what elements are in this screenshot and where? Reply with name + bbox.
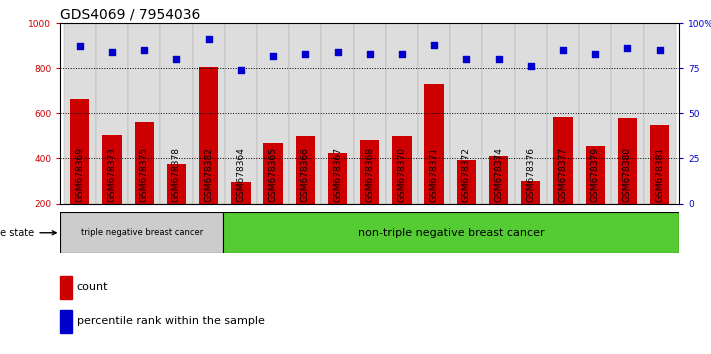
Point bbox=[299, 51, 311, 57]
Point bbox=[332, 49, 343, 55]
Bar bbox=[193, 23, 225, 204]
Point bbox=[525, 63, 537, 69]
Bar bbox=[199, 67, 218, 204]
Point bbox=[171, 56, 182, 62]
Text: GDS4069 / 7954036: GDS4069 / 7954036 bbox=[60, 8, 201, 22]
Bar bbox=[225, 23, 257, 204]
Bar bbox=[231, 182, 250, 204]
Text: GSM678370: GSM678370 bbox=[397, 147, 407, 202]
Text: disease state: disease state bbox=[0, 228, 56, 238]
Bar bbox=[167, 164, 186, 204]
Text: non-triple negative breast cancer: non-triple negative breast cancer bbox=[358, 228, 545, 238]
Text: GSM678366: GSM678366 bbox=[301, 147, 310, 202]
Bar bbox=[418, 23, 450, 204]
Bar bbox=[483, 23, 515, 204]
Bar bbox=[223, 212, 679, 253]
Bar bbox=[515, 23, 547, 204]
Text: GSM678369: GSM678369 bbox=[75, 147, 85, 202]
Point bbox=[139, 47, 150, 53]
Text: GSM678379: GSM678379 bbox=[591, 147, 600, 202]
Bar bbox=[96, 23, 128, 204]
Bar bbox=[521, 181, 540, 204]
Text: GSM678365: GSM678365 bbox=[269, 147, 277, 202]
Point bbox=[493, 56, 504, 62]
Bar bbox=[134, 122, 154, 204]
Text: GSM678372: GSM678372 bbox=[462, 148, 471, 202]
Bar bbox=[618, 118, 637, 204]
Bar bbox=[553, 117, 572, 204]
Bar bbox=[60, 276, 72, 299]
Bar bbox=[392, 136, 412, 204]
Point bbox=[203, 36, 214, 42]
Point bbox=[621, 45, 633, 51]
Point bbox=[74, 44, 85, 49]
Bar bbox=[263, 143, 283, 204]
Bar bbox=[579, 23, 611, 204]
Bar bbox=[353, 23, 386, 204]
Bar bbox=[160, 23, 193, 204]
Bar bbox=[289, 23, 321, 204]
Point bbox=[267, 53, 279, 58]
Text: GSM678367: GSM678367 bbox=[333, 147, 342, 202]
Text: GSM678364: GSM678364 bbox=[236, 148, 245, 202]
Text: GSM678374: GSM678374 bbox=[494, 148, 503, 202]
Point bbox=[235, 67, 247, 73]
Text: GSM678381: GSM678381 bbox=[655, 147, 664, 202]
Point bbox=[557, 47, 569, 53]
Text: percentile rank within the sample: percentile rank within the sample bbox=[77, 316, 264, 326]
Bar bbox=[424, 84, 444, 204]
Bar bbox=[450, 23, 483, 204]
Bar bbox=[60, 310, 72, 333]
Bar bbox=[102, 135, 122, 204]
Text: GSM678375: GSM678375 bbox=[139, 147, 149, 202]
Text: GSM678380: GSM678380 bbox=[623, 147, 632, 202]
Text: GSM678377: GSM678377 bbox=[559, 147, 567, 202]
Bar bbox=[489, 156, 508, 204]
Point bbox=[364, 51, 375, 57]
Bar bbox=[586, 146, 605, 204]
Text: GSM678371: GSM678371 bbox=[429, 147, 439, 202]
Bar bbox=[650, 125, 669, 204]
Bar bbox=[296, 136, 315, 204]
Text: triple negative breast cancer: triple negative breast cancer bbox=[81, 228, 203, 237]
Text: GSM678373: GSM678373 bbox=[107, 147, 117, 202]
Bar bbox=[547, 23, 579, 204]
Bar bbox=[611, 23, 643, 204]
Text: count: count bbox=[77, 282, 108, 292]
Point bbox=[654, 47, 665, 53]
Point bbox=[461, 56, 472, 62]
Bar bbox=[257, 23, 289, 204]
Bar bbox=[456, 160, 476, 204]
Bar bbox=[128, 23, 160, 204]
Point bbox=[589, 51, 601, 57]
Bar bbox=[360, 140, 380, 204]
Text: GSM678376: GSM678376 bbox=[526, 147, 535, 202]
Bar bbox=[60, 212, 223, 253]
Bar bbox=[64, 23, 96, 204]
Bar bbox=[386, 23, 418, 204]
Bar bbox=[321, 23, 353, 204]
Point bbox=[396, 51, 407, 57]
Point bbox=[106, 49, 117, 55]
Point bbox=[429, 42, 440, 47]
Text: GSM678378: GSM678378 bbox=[172, 147, 181, 202]
Bar bbox=[328, 153, 347, 204]
Text: GSM678382: GSM678382 bbox=[204, 148, 213, 202]
Bar bbox=[70, 99, 90, 204]
Text: GSM678368: GSM678368 bbox=[365, 147, 374, 202]
Bar bbox=[643, 23, 675, 204]
